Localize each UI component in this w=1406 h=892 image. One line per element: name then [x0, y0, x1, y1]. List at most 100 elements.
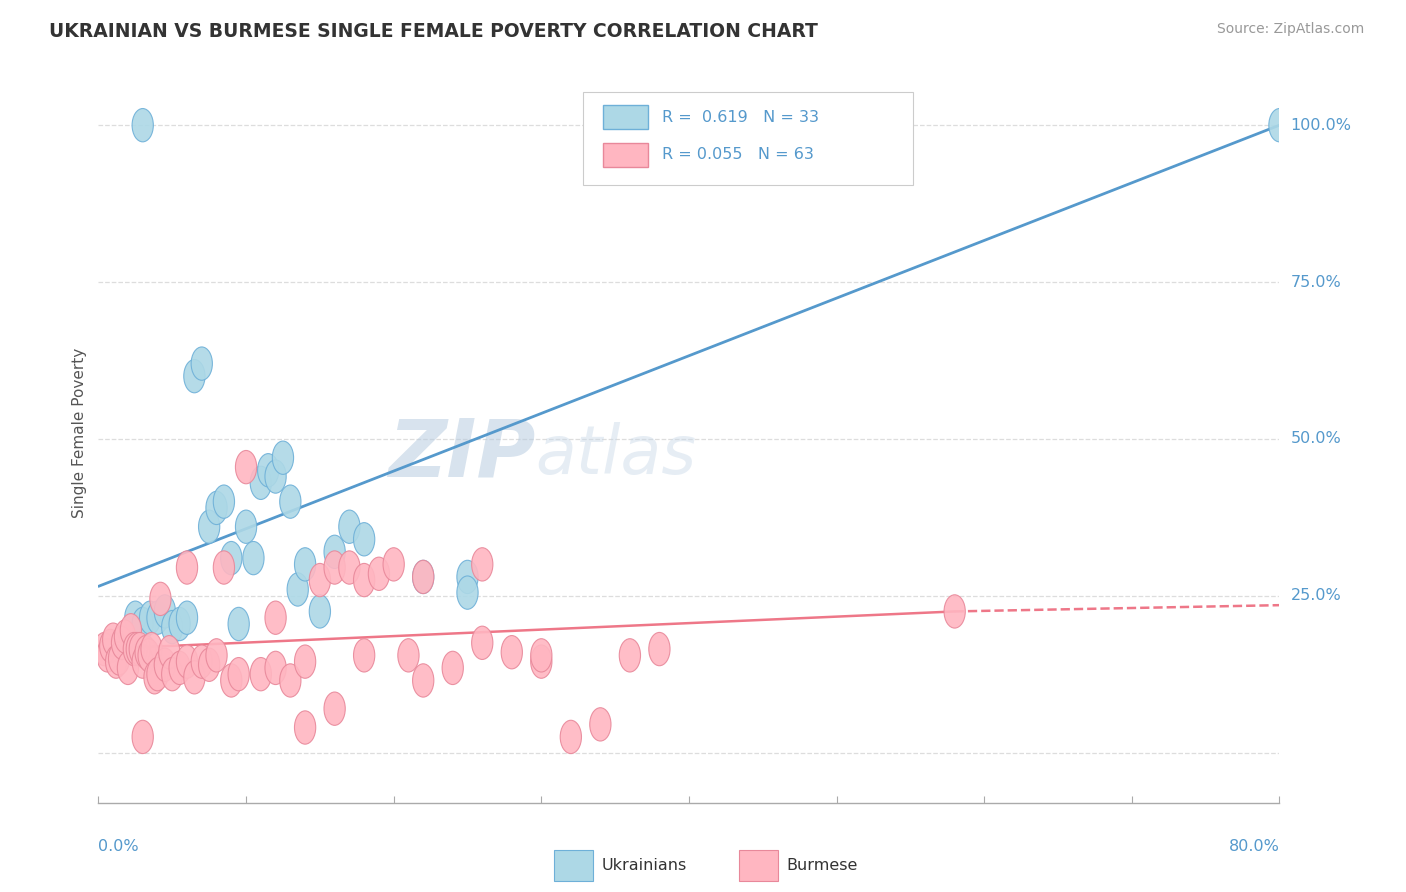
Ellipse shape — [143, 661, 165, 694]
Ellipse shape — [353, 639, 375, 672]
Ellipse shape — [221, 664, 242, 698]
Ellipse shape — [184, 359, 205, 392]
Ellipse shape — [214, 551, 235, 584]
Ellipse shape — [97, 639, 118, 672]
Ellipse shape — [471, 548, 494, 581]
Ellipse shape — [94, 632, 115, 665]
Ellipse shape — [205, 639, 228, 672]
Ellipse shape — [132, 109, 153, 142]
Ellipse shape — [501, 636, 523, 669]
Ellipse shape — [184, 661, 205, 694]
Ellipse shape — [560, 720, 582, 754]
Ellipse shape — [339, 510, 360, 543]
Ellipse shape — [228, 607, 249, 640]
Ellipse shape — [221, 541, 242, 574]
Ellipse shape — [398, 639, 419, 672]
Ellipse shape — [191, 645, 212, 678]
Ellipse shape — [198, 648, 219, 681]
Ellipse shape — [412, 560, 434, 593]
Ellipse shape — [280, 485, 301, 518]
Ellipse shape — [309, 595, 330, 628]
Ellipse shape — [228, 657, 249, 690]
Ellipse shape — [141, 632, 162, 665]
Ellipse shape — [339, 551, 360, 584]
Ellipse shape — [412, 664, 434, 698]
Ellipse shape — [264, 460, 287, 493]
Ellipse shape — [117, 651, 139, 684]
Ellipse shape — [150, 582, 172, 615]
Text: 100.0%: 100.0% — [1291, 118, 1351, 133]
Ellipse shape — [250, 657, 271, 690]
Ellipse shape — [125, 601, 146, 634]
Ellipse shape — [155, 648, 176, 681]
Text: R =  0.619   N = 33: R = 0.619 N = 33 — [662, 110, 818, 125]
Ellipse shape — [382, 548, 405, 581]
Ellipse shape — [323, 551, 346, 584]
Ellipse shape — [273, 441, 294, 475]
Ellipse shape — [129, 632, 150, 665]
Ellipse shape — [235, 450, 257, 483]
Text: 50.0%: 50.0% — [1291, 432, 1341, 446]
Text: Source: ZipAtlas.com: Source: ZipAtlas.com — [1216, 22, 1364, 37]
Ellipse shape — [1268, 109, 1291, 142]
Ellipse shape — [132, 645, 153, 678]
Y-axis label: Single Female Poverty: Single Female Poverty — [72, 348, 87, 517]
Ellipse shape — [132, 720, 153, 754]
Text: R = 0.055   N = 63: R = 0.055 N = 63 — [662, 147, 814, 162]
Text: Ukrainians: Ukrainians — [602, 858, 686, 872]
Ellipse shape — [257, 454, 278, 487]
Ellipse shape — [176, 551, 198, 584]
Ellipse shape — [214, 485, 235, 518]
Ellipse shape — [287, 573, 308, 607]
Ellipse shape — [105, 645, 127, 678]
FancyBboxPatch shape — [603, 105, 648, 129]
Ellipse shape — [280, 664, 301, 698]
Ellipse shape — [294, 548, 316, 581]
Ellipse shape — [243, 541, 264, 574]
Ellipse shape — [368, 558, 389, 591]
Ellipse shape — [619, 639, 641, 672]
Ellipse shape — [191, 347, 212, 380]
Ellipse shape — [139, 601, 160, 634]
Ellipse shape — [162, 610, 183, 644]
Ellipse shape — [121, 614, 142, 647]
Ellipse shape — [353, 564, 375, 597]
Ellipse shape — [943, 595, 966, 628]
Ellipse shape — [530, 645, 553, 678]
Ellipse shape — [135, 636, 156, 669]
Ellipse shape — [162, 657, 183, 690]
Ellipse shape — [169, 607, 190, 640]
Ellipse shape — [441, 651, 464, 684]
Ellipse shape — [412, 560, 434, 593]
Text: atlas: atlas — [536, 422, 696, 488]
Ellipse shape — [114, 620, 135, 653]
Ellipse shape — [205, 491, 228, 524]
Ellipse shape — [108, 642, 129, 675]
Ellipse shape — [353, 523, 375, 556]
Ellipse shape — [323, 535, 346, 568]
Ellipse shape — [127, 632, 148, 665]
FancyBboxPatch shape — [582, 92, 914, 185]
Ellipse shape — [124, 632, 145, 665]
Ellipse shape — [176, 645, 198, 678]
Ellipse shape — [589, 707, 612, 741]
Ellipse shape — [138, 639, 159, 672]
Ellipse shape — [294, 645, 316, 678]
Text: ZIP: ZIP — [388, 416, 536, 494]
Ellipse shape — [111, 626, 132, 659]
Bar — [554, 849, 593, 881]
Text: UKRAINIAN VS BURMESE SINGLE FEMALE POVERTY CORRELATION CHART: UKRAINIAN VS BURMESE SINGLE FEMALE POVER… — [49, 22, 818, 41]
Text: Burmese: Burmese — [786, 858, 858, 872]
Ellipse shape — [146, 657, 169, 690]
Ellipse shape — [323, 692, 346, 725]
Ellipse shape — [309, 564, 330, 597]
Ellipse shape — [530, 639, 553, 672]
Ellipse shape — [471, 626, 494, 659]
Ellipse shape — [264, 601, 287, 634]
FancyBboxPatch shape — [603, 143, 648, 167]
Ellipse shape — [235, 510, 257, 543]
Ellipse shape — [264, 651, 287, 684]
Bar — [740, 849, 779, 881]
Ellipse shape — [294, 711, 316, 744]
Ellipse shape — [169, 651, 190, 684]
